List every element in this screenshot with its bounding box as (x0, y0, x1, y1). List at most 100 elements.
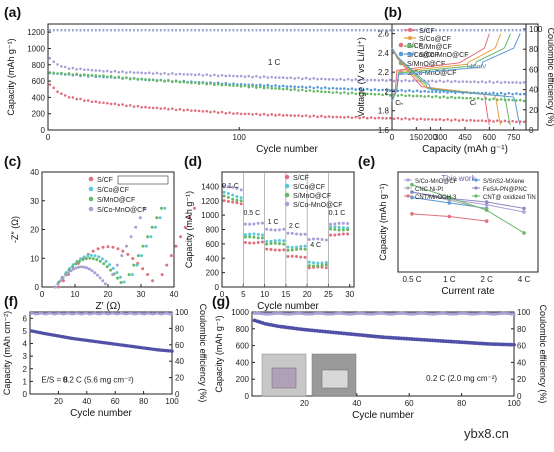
data-point-a (492, 91, 495, 95)
data-point-a (213, 110, 216, 113)
ce-point-a (136, 29, 139, 32)
data-point-a (167, 108, 170, 111)
data-point-c (106, 245, 110, 249)
ce-point-g (397, 311, 401, 315)
y-tick-label-g: 400 (236, 358, 250, 367)
x-tick-label-c: 30 (137, 290, 146, 299)
data-point-d (329, 233, 333, 237)
data-point-a (373, 116, 377, 120)
x-tick-label-d: 5 (241, 290, 246, 299)
ce-point-f (119, 311, 123, 315)
data-point-d (269, 228, 273, 232)
data-point-a (182, 109, 186, 112)
ce-point-g (436, 311, 440, 316)
ce-point-f (132, 312, 136, 316)
data-point-c (108, 263, 112, 267)
data-point-a (369, 88, 373, 92)
ce-point-f (130, 311, 133, 315)
data-point-a (247, 112, 251, 116)
ce-point-g (342, 311, 346, 316)
data-point-a (408, 89, 411, 92)
ce-point-a (416, 29, 419, 32)
data-point-d (265, 247, 269, 251)
data-point-a (182, 73, 186, 76)
data-point-a (312, 86, 316, 90)
ce-point-a (335, 29, 338, 32)
data-point-d (282, 248, 286, 252)
ce-point-a (377, 29, 380, 32)
legend-label: CNC Ni-Pt (415, 187, 443, 193)
data-point-a (155, 71, 159, 75)
ce-point-f (104, 312, 108, 316)
legend-label: S/Co@CF (407, 52, 439, 59)
y-tick-label-f: 2 (23, 365, 28, 374)
ce-point-a (458, 29, 461, 32)
data-point-a (243, 75, 247, 79)
data-point-a (109, 74, 113, 78)
data-point-c (86, 254, 90, 258)
data-point-a (446, 91, 449, 94)
data-point-a (343, 87, 346, 90)
data-point-d (256, 221, 260, 225)
ce-point-a (190, 29, 193, 32)
series-line-e (411, 191, 525, 209)
data-point-a (52, 71, 56, 75)
ce-point-f (51, 312, 55, 316)
ce-point-f (34, 312, 38, 316)
data-point-c (95, 273, 99, 277)
data-point-d (329, 227, 333, 231)
ce-point-g (347, 312, 351, 316)
panel-label: (a) (4, 4, 21, 20)
ce-point-g (423, 311, 427, 316)
data-point-c (192, 206, 196, 210)
rate-label-d: 2 C (289, 223, 300, 230)
data-point-c (81, 258, 85, 262)
data-point-a (362, 78, 365, 81)
data-point-c (74, 262, 78, 266)
data-point-a (274, 114, 277, 117)
data-point-a (518, 92, 522, 96)
ce-point-a (110, 29, 113, 32)
ce-point-a (500, 29, 503, 32)
data-point-a (113, 69, 117, 73)
data-point-a (377, 79, 381, 82)
ce-point-g (439, 311, 443, 315)
data-point-a (258, 113, 262, 117)
data-point-c (66, 271, 70, 275)
data-point-a (102, 70, 105, 73)
ce-point-f (89, 312, 93, 316)
ce-point-g (271, 312, 275, 316)
data-point-c (138, 216, 142, 220)
data-point-c (119, 281, 123, 285)
data-point-a (354, 78, 358, 81)
data-point-c (104, 259, 108, 263)
data-point-d (299, 232, 303, 236)
data-point-a (373, 88, 377, 91)
data-point-a (300, 88, 304, 92)
data-point-a (419, 117, 423, 121)
ce-point-a (79, 29, 82, 32)
data-point-a (335, 115, 339, 119)
ce-point-a (266, 29, 269, 32)
x-axis-label-b: Capacity (mAh g⁻¹) (422, 144, 508, 155)
y-tick-label-c: 10 (30, 254, 39, 263)
data-point-a (484, 119, 488, 123)
ce-point-g (258, 311, 262, 315)
ce-point-a (186, 29, 189, 32)
data-point-e (484, 219, 489, 223)
y-tick-label-d: 600 (206, 240, 220, 249)
data-point-a (308, 77, 312, 81)
y-tick-label-d: 1000 (201, 211, 219, 220)
data-point-d (239, 188, 243, 192)
data-point-a (258, 83, 262, 87)
ce-point-f (155, 311, 159, 315)
data-point-a (492, 120, 495, 123)
legend-marker (284, 192, 290, 198)
ce-point-a (435, 29, 438, 32)
data-point-a (354, 92, 358, 96)
data-point-a (327, 90, 331, 94)
ce-point-g (305, 312, 309, 316)
data-point-a (159, 107, 163, 110)
data-point-a (484, 81, 488, 84)
panel-label: (f) (4, 293, 18, 309)
